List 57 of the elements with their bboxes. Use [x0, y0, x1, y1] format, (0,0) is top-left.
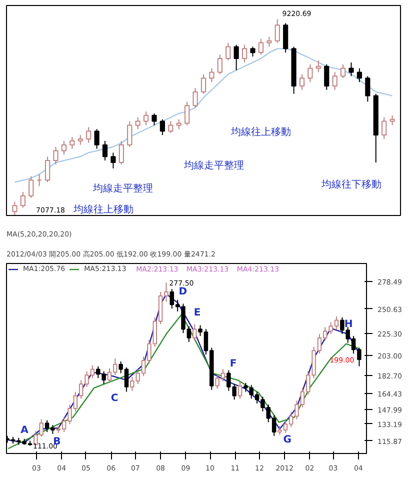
- annotation: F: [230, 358, 237, 370]
- candlestick: [382, 116, 387, 140]
- candlestick: [283, 22, 288, 54]
- candlestick: [28, 176, 34, 198]
- annotation: A: [20, 425, 29, 436]
- annotation: E: [194, 307, 201, 318]
- annotation: C: [110, 392, 118, 404]
- candlestick: [308, 64, 313, 83]
- annotation: 均線往上移動: [230, 126, 292, 138]
- candlestick: [390, 114, 395, 126]
- candlestick: [250, 46, 256, 58]
- candlestick: [94, 128, 100, 150]
- candlestick: [209, 68, 214, 83]
- candlestick: [348, 62, 354, 77]
- candlestick: [299, 74, 305, 90]
- candlestick: [192, 324, 197, 342]
- candlestick: [226, 42, 231, 61]
- candlestick: [160, 118, 166, 136]
- candlestick: [266, 36, 272, 48]
- candlestick: [184, 101, 190, 126]
- candlestick: [242, 44, 248, 63]
- candlestick: [332, 72, 338, 90]
- candlestick: [200, 74, 206, 94]
- candlestick: [168, 120, 174, 134]
- candlestick: [20, 191, 26, 208]
- candlestick: [192, 87, 198, 108]
- candlestick: [53, 146, 58, 165]
- candlestick: [324, 64, 330, 90]
- candlestick: [118, 140, 124, 165]
- candlestick: [61, 140, 67, 156]
- candlestick: [135, 116, 140, 130]
- candlestick: [234, 44, 239, 71]
- annotation: D: [178, 286, 188, 298]
- candlestick: [78, 134, 83, 146]
- candlestick: [70, 136, 75, 150]
- annotation: 均線走平整理: [182, 159, 244, 172]
- candlestick: [258, 38, 264, 56]
- candlestick: [12, 201, 18, 216]
- annotation: 均線往下移動: [320, 178, 382, 190]
- annotation: 均線往上移動: [72, 204, 134, 216]
- candlestick: [340, 64, 346, 79]
- annotation: 均線走平整理: [92, 182, 154, 194]
- candlestick: [365, 76, 370, 102]
- candlestick: [127, 120, 132, 148]
- candlestick: [102, 140, 108, 162]
- candlestick: [274, 18, 280, 44]
- candlestick: [217, 54, 222, 75]
- candlestick: [238, 382, 242, 400]
- annotation: H: [344, 318, 353, 330]
- candlestick: [110, 152, 116, 169]
- candlestick: [143, 110, 149, 126]
- candlestick: [152, 112, 157, 126]
- candlestick: [86, 126, 92, 144]
- candlestick: [356, 68, 362, 83]
- candlestick: [316, 60, 321, 73]
- candlestick: [44, 156, 50, 183]
- annotation: G: [283, 434, 292, 446]
